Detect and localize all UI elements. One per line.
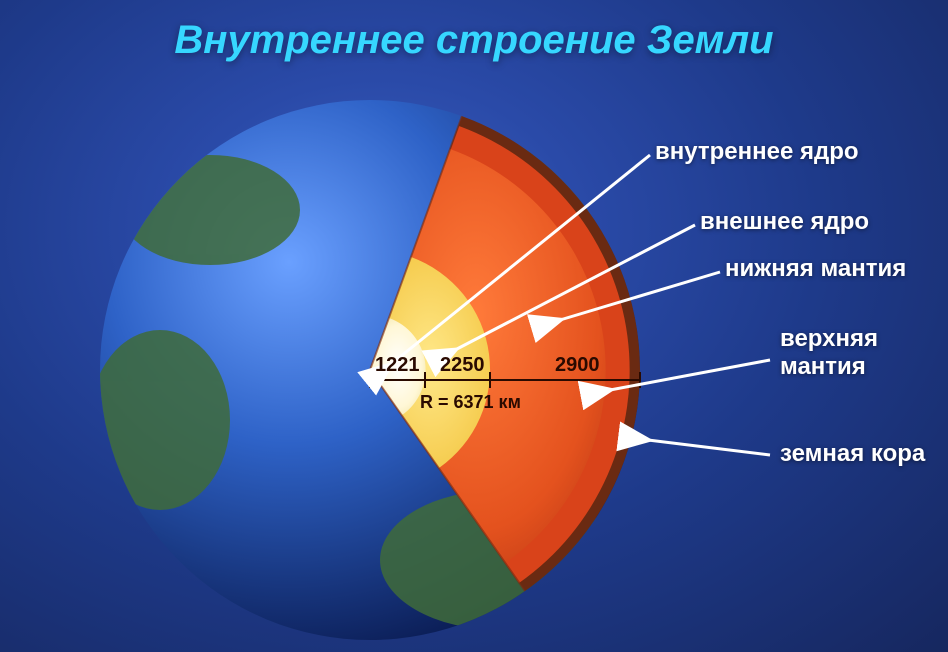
measure-outer-core: 2250 [440, 354, 485, 377]
measure-mantle: 2900 [555, 354, 600, 377]
label-crust: земная кора [780, 440, 925, 468]
label-upper-mantle: верхняя мантия [780, 325, 878, 380]
label-outer-core: внешнее ядро [700, 208, 869, 236]
label-inner-core: внутреннее ядро [655, 138, 859, 166]
radius-text: R = 6371 км [420, 392, 521, 413]
diagram-title: Внутреннее строение Земли [0, 18, 948, 63]
measure-inner-core: 1221 [375, 354, 420, 377]
diagram-stage: { "canvas": { "width": 948, "height": 65… [0, 0, 948, 652]
label-lower-mantle: нижняя мантия [725, 255, 906, 283]
arrow-crust [648, 440, 770, 455]
